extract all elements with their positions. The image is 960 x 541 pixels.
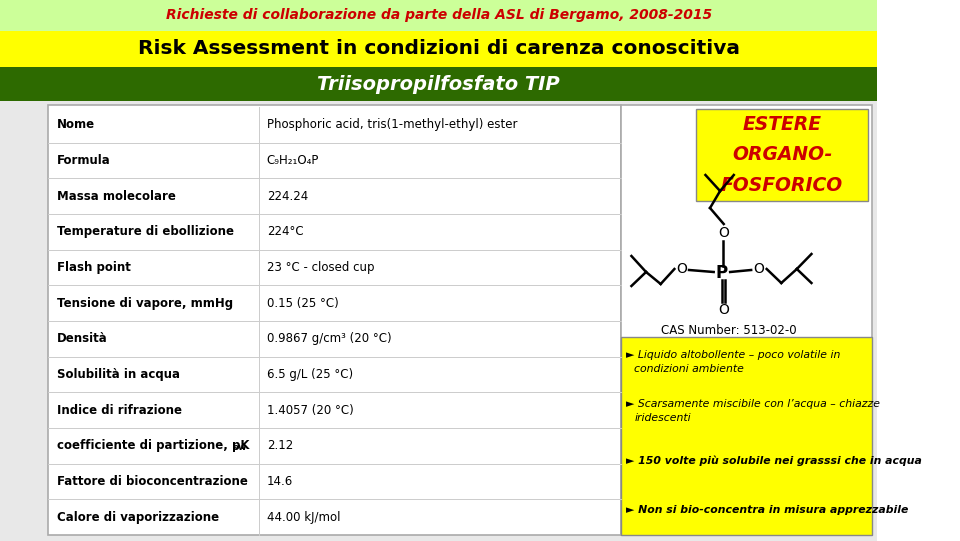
Text: Temperature di ebollizione: Temperature di ebollizione — [57, 226, 233, 239]
Text: C₉H₂₁O₄P: C₉H₂₁O₄P — [267, 154, 320, 167]
Text: coefficiente di partizione, pK: coefficiente di partizione, pK — [57, 439, 250, 452]
Text: O: O — [718, 303, 730, 317]
Text: FOSFORICO: FOSFORICO — [721, 176, 843, 195]
Text: 224.24: 224.24 — [267, 190, 308, 203]
Text: Indice di rifrazione: Indice di rifrazione — [57, 404, 181, 417]
Text: 224°C: 224°C — [267, 226, 303, 239]
Text: condizioni ambiente: condizioni ambiente — [635, 364, 744, 374]
Text: Tensione di vapore, mmHg: Tensione di vapore, mmHg — [57, 296, 232, 309]
Text: Phosphoric acid, tris(1-methyl-ethyl) ester: Phosphoric acid, tris(1-methyl-ethyl) es… — [267, 118, 517, 131]
Text: 14.6: 14.6 — [267, 475, 293, 488]
Text: Massa molecolare: Massa molecolare — [57, 190, 176, 203]
Text: 44.00 kJ/mol: 44.00 kJ/mol — [267, 511, 341, 524]
Bar — [0, 67, 877, 101]
Text: 0.9867 g/cm³ (20 °C): 0.9867 g/cm³ (20 °C) — [267, 332, 392, 345]
Bar — [0, 0, 877, 31]
Text: Richieste di collaborazione da parte della ASL di Bergamo, 2008-2015: Richieste di collaborazione da parte del… — [165, 9, 711, 23]
Bar — [0, 101, 877, 541]
Text: iridescenti: iridescenti — [635, 413, 691, 423]
Bar — [621, 105, 872, 535]
Bar — [0, 31, 877, 67]
Bar — [696, 109, 868, 201]
Text: Densità: Densità — [57, 332, 108, 345]
Text: Calore di vaporizzazione: Calore di vaporizzazione — [57, 511, 219, 524]
Text: ► Non si bio-concentra in misura apprezzabile: ► Non si bio-concentra in misura apprezz… — [626, 505, 908, 515]
Text: Nome: Nome — [57, 118, 95, 131]
Bar — [47, 105, 621, 535]
Text: P: P — [716, 264, 728, 282]
Text: Triisopropilfosfato TIP: Triisopropilfosfato TIP — [318, 75, 560, 94]
Text: Formula: Formula — [57, 154, 110, 167]
Text: Solubilità in acqua: Solubilità in acqua — [57, 368, 180, 381]
Text: O: O — [753, 262, 764, 276]
Text: Flash point: Flash point — [57, 261, 131, 274]
Text: ESTERE: ESTERE — [743, 115, 822, 134]
Text: 0.15 (25 °C): 0.15 (25 °C) — [267, 296, 339, 309]
Bar — [621, 337, 872, 535]
Text: CAS Number: 513-02-0: CAS Number: 513-02-0 — [661, 324, 797, 337]
Text: ► Scarsamente miscibile con l’acqua – chiazze: ► Scarsamente miscibile con l’acqua – ch… — [626, 399, 880, 409]
Text: Fattore di bioconcentrazione: Fattore di bioconcentrazione — [57, 475, 248, 488]
Text: 6.5 g/L (25 °C): 6.5 g/L (25 °C) — [267, 368, 353, 381]
Text: ► 150 volte più solubile nei grasssi che in acqua: ► 150 volte più solubile nei grasssi che… — [626, 456, 922, 466]
Text: 1.4057 (20 °C): 1.4057 (20 °C) — [267, 404, 353, 417]
Text: 23 °C - closed cup: 23 °C - closed cup — [267, 261, 374, 274]
Text: ► Liquido altobollente – poco volatile in: ► Liquido altobollente – poco volatile i… — [626, 349, 840, 360]
Text: ORGANO-: ORGANO- — [732, 146, 832, 164]
Text: 2.12: 2.12 — [267, 439, 293, 452]
Text: O: O — [676, 262, 687, 276]
Text: O: O — [718, 226, 730, 240]
Text: Risk Assessment in condizioni di carenza conoscitiva: Risk Assessment in condizioni di carenza… — [137, 39, 739, 58]
Text: ow: ow — [233, 443, 248, 452]
